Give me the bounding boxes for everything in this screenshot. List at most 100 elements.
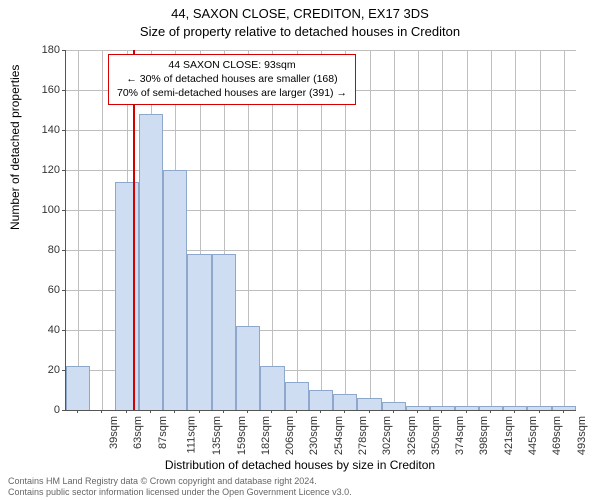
histogram-bar [212, 254, 236, 410]
gridline-v [540, 50, 541, 410]
histogram-bar [430, 406, 454, 410]
histogram-bar [406, 406, 430, 410]
ytick-mark [62, 210, 65, 211]
ytick-mark [62, 250, 65, 251]
annotation-line: 44 SAXON CLOSE: 93sqm [117, 58, 347, 72]
xtick-mark [490, 410, 491, 413]
xtick-label: 87sqm [157, 416, 169, 449]
ytick-label: 80 [20, 244, 60, 256]
histogram-bar [552, 406, 576, 410]
histogram-bar [527, 406, 551, 410]
histogram-bar [382, 402, 406, 410]
xtick-mark [174, 410, 175, 413]
xtick-label: 350sqm [430, 416, 442, 455]
xtick-label: 493sqm [576, 416, 588, 455]
ytick-mark [62, 130, 65, 131]
xtick-label: 278sqm [357, 416, 369, 455]
xtick-mark [563, 410, 564, 413]
histogram-bar [115, 182, 139, 410]
xtick-mark [296, 410, 297, 413]
ytick-mark [62, 410, 65, 411]
chart-container: 44, SAXON CLOSE, CREDITON, EX17 3DS Size… [0, 0, 600, 500]
x-axis-label: Distribution of detached houses by size … [0, 458, 600, 472]
ytick-label: 180 [20, 44, 60, 56]
xtick-label: 374sqm [454, 416, 466, 455]
histogram-bar [285, 382, 309, 410]
gridline-v [370, 50, 371, 410]
xtick-label: 254sqm [333, 416, 345, 455]
annotation-line: ← 30% of detached houses are smaller (16… [117, 72, 347, 86]
xtick-label: 230sqm [309, 416, 321, 455]
gridline-v [102, 50, 103, 410]
ytick-label: 60 [20, 284, 60, 296]
ytick-mark [62, 50, 65, 51]
histogram-bar [139, 114, 163, 410]
ytick-label: 40 [20, 324, 60, 336]
xtick-label: 159sqm [236, 416, 248, 455]
xtick-mark [441, 410, 442, 413]
xtick-mark [77, 410, 78, 413]
xtick-mark [393, 410, 394, 413]
histogram-bar [309, 390, 333, 410]
ytick-label: 140 [20, 124, 60, 136]
histogram-bar [455, 406, 479, 410]
ytick-mark [62, 290, 65, 291]
xtick-mark [150, 410, 151, 413]
footer-line1: Contains HM Land Registry data © Crown c… [8, 476, 352, 487]
xtick-mark [223, 410, 224, 413]
chart-title-line2: Size of property relative to detached ho… [0, 24, 600, 39]
ytick-mark [62, 370, 65, 371]
ytick-label: 20 [20, 364, 60, 376]
xtick-label: 39sqm [108, 416, 120, 449]
plot-area: 44 SAXON CLOSE: 93sqm← 30% of detached h… [65, 50, 576, 411]
xtick-label: 445sqm [527, 416, 539, 455]
ytick-mark [62, 170, 65, 171]
histogram-bar [163, 170, 187, 410]
xtick-label: 421sqm [503, 416, 515, 455]
xtick-mark [514, 410, 515, 413]
xtick-label: 182sqm [260, 416, 272, 455]
xtick-label: 302sqm [381, 416, 393, 455]
histogram-bar [236, 326, 260, 410]
histogram-bar [187, 254, 211, 410]
annotation-line: 70% of semi-detached houses are larger (… [117, 86, 347, 100]
ytick-label: 100 [20, 204, 60, 216]
xtick-mark [417, 410, 418, 413]
annotation-box: 44 SAXON CLOSE: 93sqm← 30% of detached h… [108, 54, 356, 105]
xtick-label: 111sqm [186, 416, 198, 454]
histogram-bar [66, 366, 90, 410]
gridline-v [515, 50, 516, 410]
gridline-v [78, 50, 79, 410]
xtick-mark [126, 410, 127, 413]
ytick-mark [62, 90, 65, 91]
xtick-label: 398sqm [479, 416, 491, 455]
xtick-mark [466, 410, 467, 413]
histogram-bar [357, 398, 381, 410]
histogram-bar [503, 406, 527, 410]
ytick-mark [62, 330, 65, 331]
xtick-mark [101, 410, 102, 413]
xtick-label: 206sqm [284, 416, 296, 455]
xtick-label: 469sqm [551, 416, 563, 455]
footer-attribution: Contains HM Land Registry data © Crown c… [8, 476, 352, 499]
footer-line2: Contains public sector information licen… [8, 487, 352, 498]
chart-title-line1: 44, SAXON CLOSE, CREDITON, EX17 3DS [0, 6, 600, 21]
gridline-v [394, 50, 395, 410]
gridline-v [442, 50, 443, 410]
xtick-mark [247, 410, 248, 413]
gridline-v [418, 50, 419, 410]
xtick-label: 326sqm [406, 416, 418, 455]
xtick-mark [271, 410, 272, 413]
ytick-label: 0 [20, 404, 60, 416]
xtick-mark [369, 410, 370, 413]
xtick-label: 135sqm [211, 416, 223, 455]
gridline-v [491, 50, 492, 410]
xtick-mark [539, 410, 540, 413]
gridline-v [564, 50, 565, 410]
ytick-label: 160 [20, 84, 60, 96]
histogram-bar [260, 366, 284, 410]
ytick-label: 120 [20, 164, 60, 176]
xtick-mark [320, 410, 321, 413]
histogram-bar [333, 394, 357, 410]
xtick-label: 63sqm [132, 416, 144, 449]
